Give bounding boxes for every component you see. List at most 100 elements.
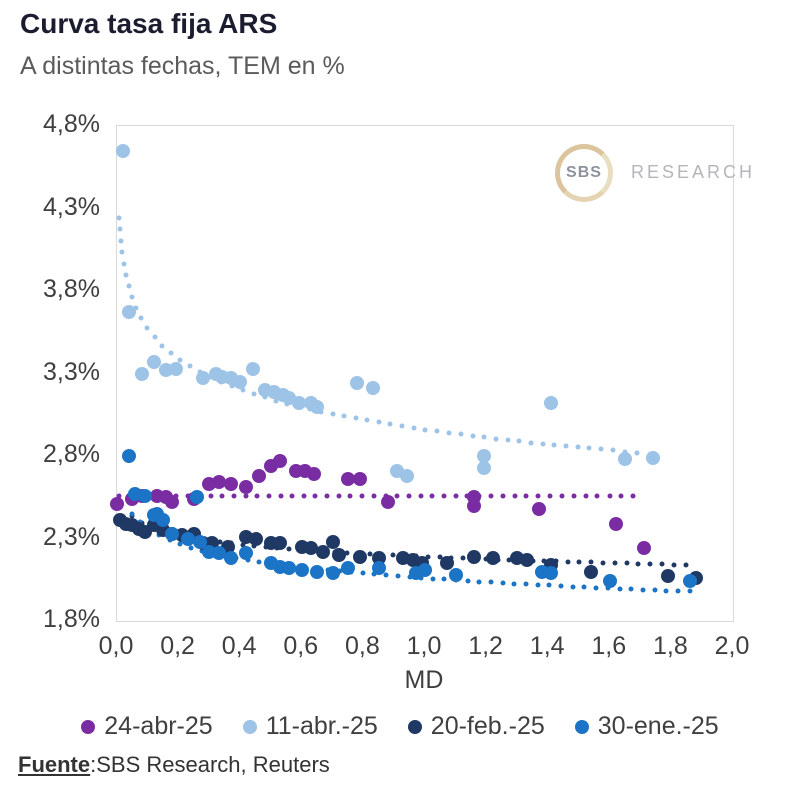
- trendline-dot: [511, 581, 517, 587]
- trendline-dot: [376, 419, 382, 425]
- y-axis-tick-label: 2,8%: [43, 440, 100, 468]
- plot-area: SBS RESEARCH: [110, 125, 752, 622]
- trendline-dot: [121, 261, 127, 267]
- trendline-dot: [353, 415, 359, 421]
- x-axis-tick-label: 1,4: [529, 632, 565, 660]
- data-point: [325, 566, 340, 581]
- trendline-dot: [364, 417, 370, 423]
- trendline-dot: [208, 493, 214, 499]
- trendline-dot: [488, 579, 494, 585]
- trendline-dot: [546, 582, 552, 588]
- legend-item: 20-feb.-25: [407, 712, 545, 741]
- trendline-dot: [506, 557, 512, 563]
- trendline-dot: [547, 493, 553, 499]
- trendline-dot: [630, 493, 636, 499]
- trendline-dot: [618, 493, 624, 499]
- x-axis-tick-label: 0,0: [98, 632, 134, 660]
- data-point: [310, 399, 325, 414]
- trendline-dot: [576, 559, 582, 565]
- data-point: [399, 468, 414, 483]
- data-point: [331, 548, 346, 562]
- trendline-dot: [217, 539, 223, 545]
- data-point: [353, 472, 368, 487]
- trendline-dot: [593, 585, 599, 591]
- y-axis-tick-label: 2,3%: [43, 522, 100, 551]
- legend-label: 24-abr-25: [104, 712, 213, 740]
- trendline-dot: [387, 421, 393, 427]
- chart-subtitle: A distintas fechas, TEM en %: [20, 52, 345, 80]
- data-point: [476, 449, 491, 463]
- trendline-dot: [523, 581, 529, 587]
- legend-item: 30-ene.-25: [574, 712, 719, 741]
- trendline-dot: [289, 493, 295, 499]
- trendline-dot: [301, 493, 307, 499]
- y-axis-tick-label: 4,8%: [43, 110, 100, 138]
- x-axis-tick-label: 2,0: [714, 632, 750, 660]
- data-point: [137, 488, 152, 503]
- data-point: [350, 376, 365, 391]
- data-point: [310, 564, 325, 579]
- trendline-dot: [123, 272, 129, 278]
- trendline-dot: [188, 545, 194, 551]
- data-point: [223, 551, 238, 566]
- data-point: [341, 561, 355, 576]
- trendline-dot: [177, 357, 183, 363]
- data-point: [110, 496, 124, 511]
- data-point: [134, 366, 149, 381]
- trendline-dot: [371, 493, 377, 499]
- trendline-dot: [341, 413, 347, 419]
- trendline-dot: [360, 570, 366, 576]
- trendline-dot: [399, 423, 405, 429]
- trendline-dot: [286, 546, 292, 552]
- trendline-dot: [500, 493, 506, 499]
- data-point: [273, 536, 288, 551]
- trendline-dot: [612, 560, 618, 566]
- data-point: [467, 549, 482, 564]
- data-point: [531, 501, 546, 516]
- trendline-dot: [453, 493, 459, 499]
- trendline-dot: [231, 493, 237, 499]
- trendline-dot: [594, 493, 600, 499]
- trendline-dot: [571, 493, 577, 499]
- sbs-research-logo: SBS RESEARCH: [555, 144, 795, 206]
- trendline-dot: [622, 449, 628, 455]
- data-point: [682, 574, 697, 589]
- y-axis-tick-label: 3,3%: [43, 357, 100, 386]
- trendline-dot: [535, 493, 541, 499]
- trendline-dot: [422, 427, 428, 433]
- trendline-dot: [581, 584, 587, 590]
- trendline-dot: [624, 560, 630, 566]
- trendline-dot: [262, 394, 268, 400]
- data-point: [467, 498, 482, 513]
- trendline-dot: [687, 588, 693, 594]
- data-point: [239, 480, 254, 495]
- legend-item: 24-abr-25: [81, 712, 213, 741]
- trendline-dot: [425, 554, 431, 560]
- data-point: [439, 556, 454, 571]
- data-point: [156, 513, 171, 528]
- trendline-dot: [219, 493, 225, 499]
- legend-marker-icon: [242, 719, 257, 734]
- trendline-dot: [647, 561, 653, 567]
- trendline-dot: [251, 543, 257, 549]
- data-point: [316, 544, 331, 559]
- trendline-dot: [229, 383, 235, 389]
- data-point: [211, 475, 226, 490]
- trendline-dot: [441, 493, 447, 499]
- trendline-dot: [586, 445, 592, 451]
- trendline-dot: [251, 391, 257, 397]
- trendline-dot: [434, 428, 440, 434]
- trendline-dot: [347, 493, 353, 499]
- trendline-dot: [634, 450, 640, 456]
- trendline-dot: [516, 438, 522, 444]
- data-point: [122, 305, 137, 320]
- trendline-dot: [540, 441, 546, 447]
- logo-badge-text: SBS: [566, 164, 602, 181]
- data-point: [448, 567, 463, 582]
- trendline-dot: [312, 493, 318, 499]
- trendline-dot: [133, 305, 139, 311]
- data-point: [304, 541, 319, 556]
- trendline-dot: [570, 584, 576, 589]
- trendline-dot: [488, 493, 494, 499]
- trendline-dot: [330, 411, 336, 417]
